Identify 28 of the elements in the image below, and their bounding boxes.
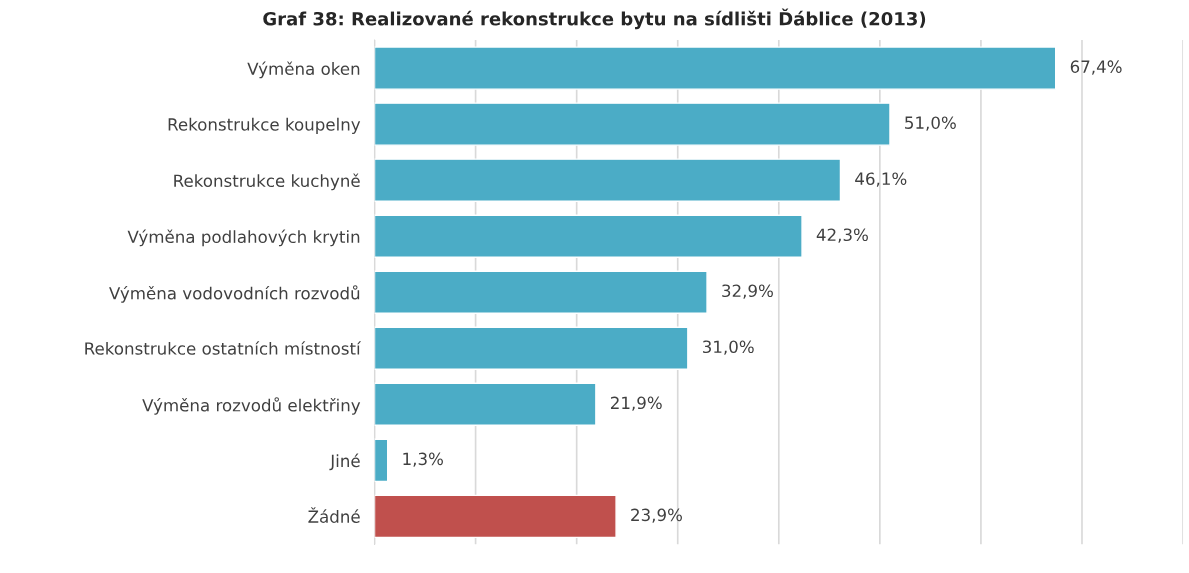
- y-tick-label: Výměna rozvodů elektřiny: [142, 397, 361, 415]
- y-tick-label: Rekonstrukce ostatních místností: [85, 341, 362, 355]
- y-tick-label: Výměna podlahových krytin: [127, 229, 360, 247]
- bar: [374, 438, 389, 483]
- bar: [374, 494, 617, 539]
- data-label: 32,9%: [722, 284, 773, 299]
- data-label: 1,3%: [403, 452, 443, 467]
- y-tick-label: Žádné: [308, 507, 360, 523]
- y-tick-label: Jiné: [329, 453, 360, 471]
- bar: [374, 214, 803, 258]
- y-tick-label: Rekonstrukce kuchyně: [174, 173, 360, 191]
- bar: [374, 102, 891, 146]
- data-label: 21,9%: [610, 396, 662, 411]
- data-label: 51,0%: [905, 116, 956, 131]
- bar: [374, 382, 597, 426]
- data-label: 46,1%: [855, 172, 907, 187]
- data-label: 42,3%: [816, 228, 868, 243]
- y-tick-label: Výměna vodovodních rozvodů: [109, 285, 360, 303]
- data-label: 67,4%: [1070, 60, 1122, 75]
- y-tick-label: Rekonstrukce koupelny: [168, 117, 361, 134]
- bar: [374, 46, 1057, 90]
- bar: [374, 158, 842, 202]
- data-label: 23,9%: [631, 508, 682, 523]
- chart-title: Graf 38: Realizované rekonstrukce bytu na sídlišti Ďáblice (2013): [263, 8, 926, 30]
- bar: [374, 326, 689, 370]
- bar: [374, 270, 708, 314]
- data-label: 31,0%: [703, 340, 754, 355]
- y-tick-label: Výměna oken: [247, 61, 360, 79]
